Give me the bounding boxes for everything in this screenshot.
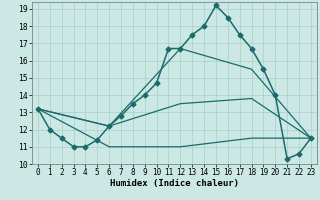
X-axis label: Humidex (Indice chaleur): Humidex (Indice chaleur)	[110, 179, 239, 188]
